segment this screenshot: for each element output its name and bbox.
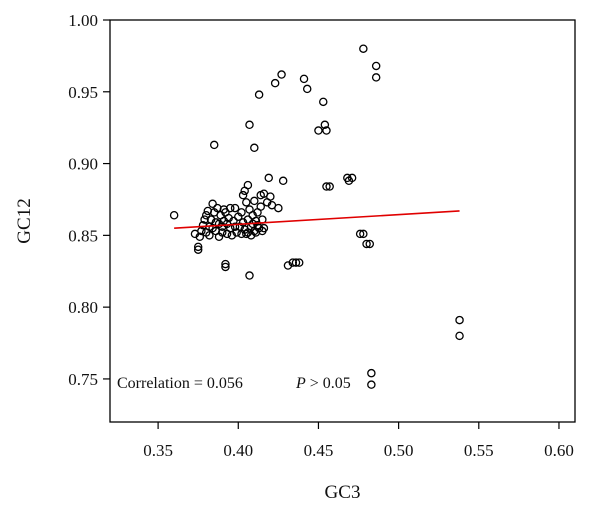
data-point	[221, 259, 230, 269]
data-point	[274, 203, 283, 213]
x-tick-label: 0.35	[143, 441, 173, 460]
data-point	[288, 258, 298, 267]
data-point	[294, 258, 304, 267]
data-point	[319, 97, 328, 107]
data-point	[193, 245, 203, 254]
x-tick-label: 0.40	[223, 441, 253, 460]
data-point	[270, 78, 280, 88]
data-point	[367, 380, 376, 389]
data-point	[371, 61, 381, 71]
data-point	[277, 70, 286, 79]
data-point	[209, 140, 219, 150]
data-point	[291, 258, 301, 267]
x-tick-label: 0.50	[384, 441, 414, 460]
data-point	[320, 120, 330, 130]
data-point	[367, 368, 376, 378]
data-point	[242, 229, 251, 239]
p-value-annotation: P > 0.05	[295, 375, 351, 392]
data-point	[205, 231, 214, 240]
data-point	[299, 74, 309, 84]
data-point	[455, 315, 464, 325]
data-point	[250, 196, 259, 206]
data-point	[197, 226, 206, 236]
data-point	[193, 242, 203, 252]
data-point	[266, 192, 275, 201]
data-point	[347, 173, 357, 183]
data-point	[264, 173, 273, 183]
data-point	[359, 229, 368, 239]
p-symbol: P	[295, 375, 306, 392]
data-point	[200, 215, 209, 224]
y-tick-label: 0.75	[68, 370, 98, 389]
data-point	[237, 208, 246, 217]
correlation-annotation: Correlation = 0.056	[117, 375, 243, 392]
y-axis-title: GC12	[14, 198, 35, 243]
data-point	[302, 84, 312, 94]
plot-frame	[109, 19, 576, 423]
data-point	[314, 126, 323, 135]
data-point	[195, 232, 205, 242]
data-point	[362, 239, 371, 249]
data-point	[201, 211, 211, 220]
data-point	[371, 73, 381, 82]
data-point	[245, 271, 254, 280]
data-point	[242, 198, 251, 207]
data-point	[230, 222, 240, 231]
x-tick-label: 0.45	[304, 441, 334, 460]
data-point	[256, 202, 265, 211]
data-point	[169, 211, 179, 220]
data-point	[325, 182, 334, 191]
x-axis: 0.35 0.40 0.45 0.50 0.55 0.60	[143, 422, 574, 460]
data-point	[250, 143, 259, 153]
data-point	[322, 126, 331, 135]
data-point	[243, 180, 253, 190]
y-axis: 0.75 0.80 0.85 0.90 0.95 1.00	[68, 11, 110, 389]
y-tick-label: 0.80	[68, 298, 98, 317]
x-axis-title: GC3	[325, 482, 361, 503]
data-point	[259, 223, 269, 233]
data-point	[254, 90, 264, 99]
data-point	[226, 203, 235, 213]
data-point	[230, 203, 240, 213]
data-point	[238, 190, 248, 200]
y-tick-label: 0.95	[68, 83, 98, 102]
data-points	[169, 44, 464, 389]
x-tick-label: 0.55	[464, 441, 494, 460]
data-point	[217, 228, 227, 237]
y-tick-label: 1.00	[68, 11, 98, 30]
data-point	[355, 229, 365, 239]
data-point	[278, 176, 288, 186]
data-point	[455, 331, 464, 341]
p-comparison: > 0.05	[306, 375, 351, 392]
data-point	[365, 239, 375, 249]
data-point	[245, 120, 254, 130]
data-point	[322, 182, 331, 191]
data-point	[221, 262, 230, 272]
data-point	[208, 199, 217, 209]
trend-line	[174, 210, 460, 229]
y-tick-label: 0.85	[68, 226, 98, 245]
data-point	[359, 44, 368, 53]
x-tick-label: 0.60	[544, 441, 574, 460]
y-tick-label: 0.90	[68, 155, 98, 174]
